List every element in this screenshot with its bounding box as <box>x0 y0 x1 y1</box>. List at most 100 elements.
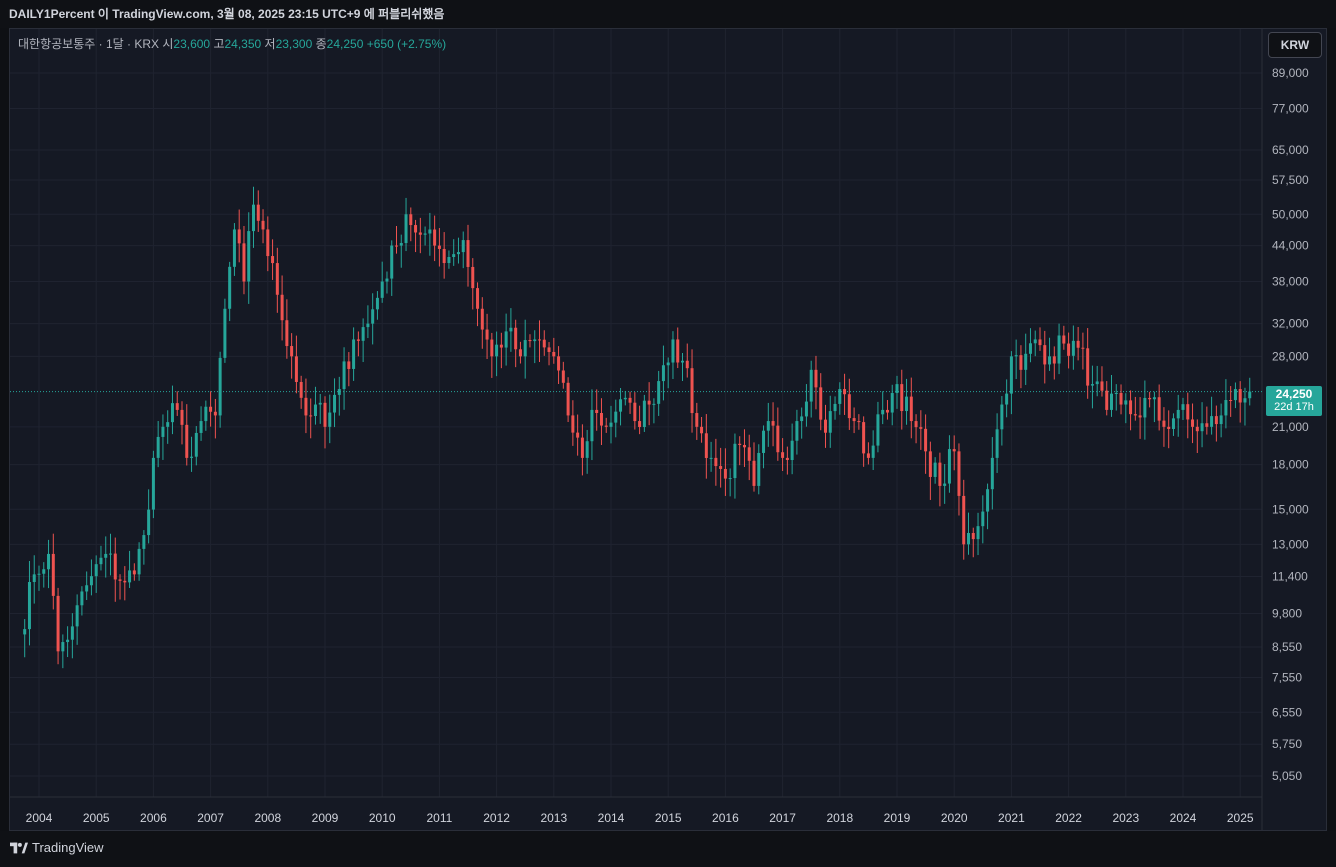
x-tick-label: 2022 <box>1055 811 1082 825</box>
candle <box>709 441 713 472</box>
candle-body <box>371 309 375 324</box>
candle <box>781 438 785 472</box>
candle <box>361 318 365 363</box>
candle-body <box>94 564 98 577</box>
candle-body <box>352 339 356 369</box>
candle-body <box>190 456 194 458</box>
currency-button[interactable]: KRW <box>1268 32 1322 58</box>
candle <box>561 361 565 389</box>
candle <box>1186 392 1190 439</box>
candle-body <box>256 204 260 221</box>
candle-body <box>652 403 656 405</box>
candle <box>514 319 518 368</box>
candle-body <box>1205 423 1209 427</box>
candle <box>504 313 508 366</box>
candle <box>299 375 303 409</box>
candle-body <box>762 430 766 453</box>
candle-body <box>423 233 427 235</box>
candle-body <box>1076 340 1080 348</box>
candle-body <box>557 356 561 371</box>
candle-body <box>213 411 217 416</box>
candle-body <box>771 421 775 426</box>
candle-body <box>790 440 794 460</box>
candle-body <box>170 403 174 423</box>
candle <box>328 394 332 444</box>
candle <box>180 401 184 445</box>
candle <box>1038 327 1042 351</box>
candle <box>1067 332 1071 369</box>
candle <box>905 378 909 425</box>
candle-body <box>924 428 928 452</box>
candle-body <box>1238 389 1242 403</box>
candle <box>723 448 727 496</box>
candle-body <box>390 245 394 279</box>
candle-body <box>218 357 222 416</box>
candle <box>590 389 594 461</box>
candle-body <box>938 462 942 486</box>
candle-body <box>704 433 708 458</box>
candle <box>957 443 961 516</box>
y-tick-label: 28,000 <box>1272 349 1309 363</box>
candle-body <box>633 402 637 422</box>
candle <box>642 394 646 432</box>
candle <box>371 293 375 345</box>
y-tick-label: 32,000 <box>1272 317 1309 331</box>
tradingview-logo[interactable]: TradingView <box>10 840 104 855</box>
candle <box>409 207 413 242</box>
candle-body <box>542 339 546 348</box>
candle <box>151 450 155 519</box>
candle <box>414 219 418 253</box>
candle <box>599 398 603 446</box>
legend-close-label: 종 <box>315 37 327 51</box>
candle <box>547 342 551 366</box>
candle-body <box>495 344 499 357</box>
candle <box>333 378 337 428</box>
x-tick-label: 2018 <box>826 811 853 825</box>
candle <box>1133 396 1137 421</box>
candle <box>885 400 889 420</box>
candle <box>890 384 894 426</box>
candle <box>237 209 241 263</box>
candle <box>1229 386 1233 417</box>
candle <box>395 226 398 254</box>
candle <box>771 402 775 447</box>
candle <box>895 375 899 409</box>
x-tick-label: 2009 <box>312 811 339 825</box>
y-tick-label: 13,000 <box>1272 537 1309 551</box>
candle <box>27 560 31 646</box>
candle-body <box>80 591 84 606</box>
candle <box>147 489 151 544</box>
candle <box>32 555 36 604</box>
candle <box>1095 365 1099 397</box>
candle-body <box>385 278 389 282</box>
candle-body <box>847 394 851 419</box>
candle-body <box>285 320 289 347</box>
candle <box>924 414 928 474</box>
candle <box>747 434 751 481</box>
candle <box>109 533 112 576</box>
candle-body <box>962 495 966 545</box>
candle-body <box>804 401 808 417</box>
candle <box>1210 396 1214 435</box>
candle-body <box>471 266 475 289</box>
y-tick-label: 6,550 <box>1272 705 1302 719</box>
candle <box>1114 384 1118 411</box>
candle-body <box>700 426 704 434</box>
candle-body <box>885 409 889 413</box>
candle <box>528 334 532 348</box>
candle-body <box>1005 393 1009 405</box>
x-tick-label: 2021 <box>998 811 1025 825</box>
candle-body <box>361 327 365 341</box>
candle <box>161 414 165 460</box>
candle <box>971 527 975 558</box>
candle <box>1129 390 1133 431</box>
candle-body <box>375 297 379 310</box>
candle <box>604 417 608 433</box>
candle-body <box>852 418 856 422</box>
candle-body <box>1248 391 1252 399</box>
candle-body <box>695 413 699 427</box>
candle-body <box>185 424 189 458</box>
candle <box>776 407 780 461</box>
candle-body <box>728 478 732 480</box>
